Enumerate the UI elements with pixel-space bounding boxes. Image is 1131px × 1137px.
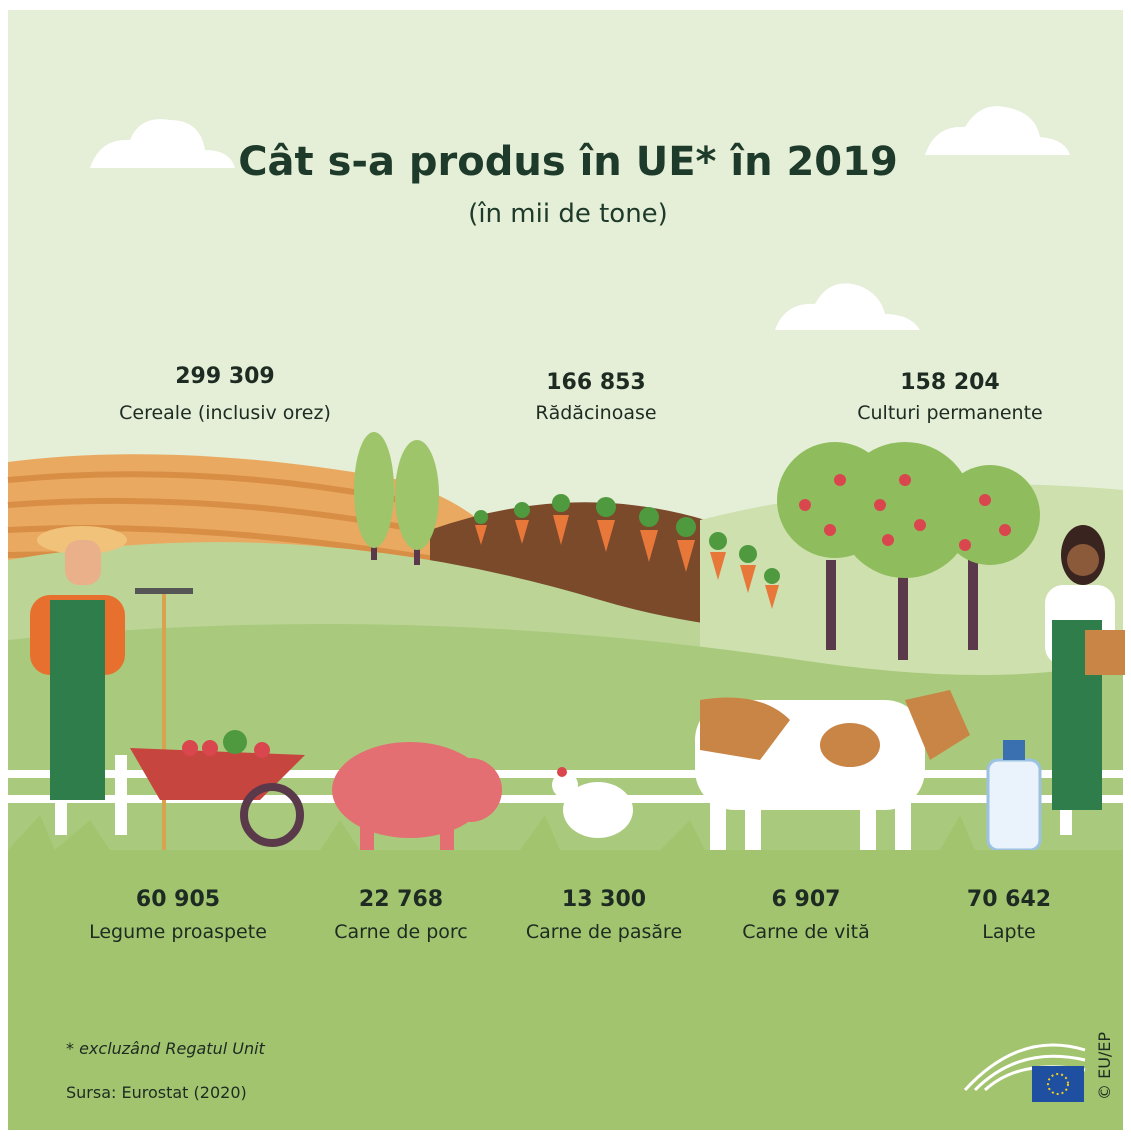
item-label: Culturi permanente — [857, 402, 1043, 424]
source: Sursa: Eurostat (2020) — [66, 1083, 247, 1102]
item-label: Carne de pasăre — [526, 921, 682, 943]
item-label: Rădăcinoase — [535, 402, 656, 424]
item-label: Lapte — [982, 921, 1035, 943]
item-label: Carne de porc — [334, 921, 467, 943]
item-label: Carne de vită — [742, 921, 870, 943]
item-value: 6 907 — [772, 887, 841, 912]
item-value: 13 300 — [562, 887, 646, 912]
item-value: 166 853 — [546, 370, 646, 395]
item-label: Legume proaspete — [89, 921, 267, 943]
item-value: 299 309 — [175, 364, 275, 389]
title: Cât s-a produs în UE* în 2019 — [238, 139, 898, 185]
item-value: 22 768 — [359, 887, 443, 912]
item-value: 158 204 — [900, 370, 1000, 395]
item-label: Cereale (inclusiv orez) — [119, 402, 331, 424]
item-value: 70 642 — [967, 887, 1051, 912]
infographic: Cât s-a produs în UE* în 2019 (în mii de… — [0, 0, 1131, 1137]
footnote: * excluzând Regatul Unit — [66, 1039, 266, 1058]
item-value: 60 905 — [136, 887, 220, 912]
subtitle: (în mii de tone) — [468, 199, 668, 229]
credit: © EU/EP — [1095, 1032, 1114, 1100]
